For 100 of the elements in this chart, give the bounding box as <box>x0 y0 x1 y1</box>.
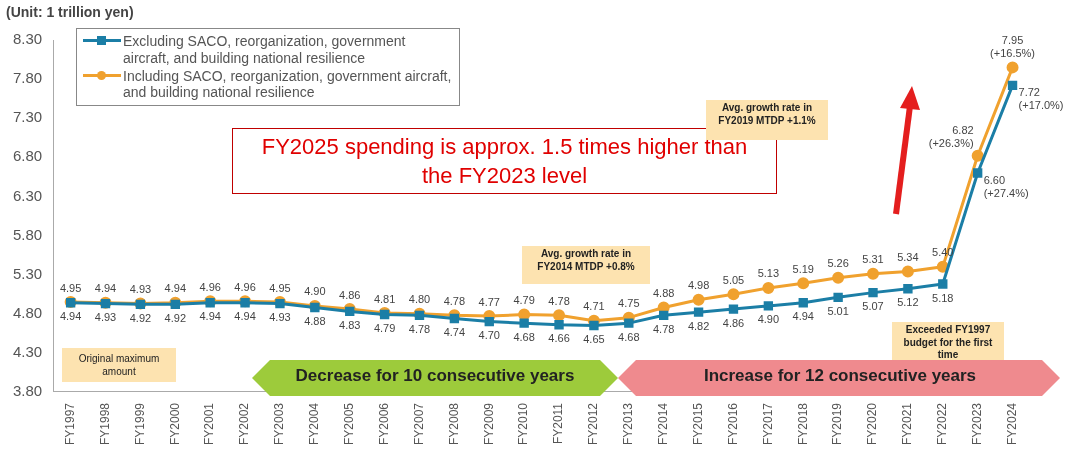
data-label: 4.95 <box>269 281 291 294</box>
x-tick-label: FY2012 <box>586 402 601 445</box>
data-label: 4.79 <box>513 294 535 307</box>
data-label: 4.90 <box>304 285 326 298</box>
data-label: 4.75 <box>618 297 640 310</box>
data-label: 4.96 <box>199 280 221 293</box>
data-label: 4.93 <box>269 311 291 324</box>
y-tick-label: 5.80 <box>12 225 43 243</box>
x-tick-label: FY2019 <box>830 402 845 445</box>
data-label: 4.78 <box>408 322 431 335</box>
data-label: 4.82 <box>687 319 710 332</box>
x-tick-label: FY2004 <box>307 402 322 445</box>
data-label: 4.70 <box>478 329 500 342</box>
x-tick-label: FY2022 <box>935 402 950 445</box>
x-tick-label: FY2005 <box>342 402 357 445</box>
x-tick-label: FY2013 <box>621 402 636 445</box>
data-label: 4.94 <box>59 310 82 323</box>
y-tick-label: 6.30 <box>12 186 43 204</box>
annotation: Increase for 12 consecutive years <box>702 366 978 386</box>
data-label: 6.82 (+26.3%) <box>928 124 974 150</box>
data-label: 5.34 <box>897 251 919 264</box>
x-tick-label: FY2006 <box>376 402 391 445</box>
data-label: 4.77 <box>478 295 500 308</box>
data-label: 4.81 <box>373 292 396 305</box>
data-label: 5.13 <box>757 267 780 280</box>
x-tick-label: FY2008 <box>446 402 461 445</box>
data-label: 5.18 <box>932 291 954 304</box>
x-tick-label: FY2009 <box>481 402 496 445</box>
data-label: 4.79 <box>373 322 396 335</box>
data-label: 5.07 <box>862 300 884 313</box>
data-label: 5.26 <box>827 257 849 270</box>
x-tick-label: FY2023 <box>969 402 984 445</box>
data-label: 4.65 <box>583 333 605 346</box>
data-label: 4.95 <box>59 281 82 294</box>
data-label: 4.68 <box>513 330 535 343</box>
data-label: 4.93 <box>129 283 152 296</box>
x-tick-label: FY2010 <box>516 402 531 445</box>
y-tick-label: 3.80 <box>12 382 43 400</box>
data-label: 4.71 <box>583 300 605 313</box>
annotation: Avg. growth rate in FY2019 MTDP +1.1% <box>718 102 816 126</box>
text: (Unit: 1 trillion yen) <box>6 4 134 20</box>
data-label: 4.96 <box>234 280 256 293</box>
data-label: 4.92 <box>164 311 187 324</box>
data-label: 4.88 <box>304 315 326 328</box>
x-tick-label: FY2014 <box>656 402 671 445</box>
data-label: 4.94 <box>164 282 187 295</box>
data-label: 4.94 <box>199 310 221 323</box>
data-label: 4.94 <box>234 310 256 323</box>
data-label: 5.05 <box>722 273 745 286</box>
data-label: 4.98 <box>687 279 710 292</box>
y-tick-label: 4.80 <box>12 303 43 321</box>
data-label: 5.31 <box>862 253 884 266</box>
data-label: 4.93 <box>94 311 117 324</box>
y-tick-label: 4.30 <box>12 343 43 360</box>
annotation: FY2025 spending is approx. 1.5 times higher than the FY2023 level <box>232 128 777 194</box>
x-tick-label: FY2024 <box>1004 402 1019 445</box>
x-tick-label: FY2007 <box>411 402 426 445</box>
x-tick-label: FY1997 <box>62 402 77 445</box>
x-tick-label: FY2018 <box>795 402 810 445</box>
y-tick-label: 5.30 <box>12 264 43 282</box>
data-label: 4.66 <box>548 332 570 345</box>
x-tick-label: FY2011 <box>551 402 566 445</box>
x-tick-label: FY2001 <box>202 402 217 445</box>
x-tick-label: FY2000 <box>167 402 182 445</box>
x-tick-label: FY2020 <box>865 402 880 445</box>
x-tick-label: FY1998 <box>97 402 112 445</box>
data-label: 4.83 <box>339 318 361 331</box>
y-tick-label: 7.80 <box>12 69 43 87</box>
x-tick-label: FY1999 <box>132 402 147 445</box>
data-label: 4.88 <box>652 287 675 300</box>
x-tick-label: FY2017 <box>760 402 775 445</box>
data-label: 4.78 <box>652 322 675 335</box>
x-tick-label: FY2003 <box>272 402 287 445</box>
data-label: 4.78 <box>548 294 570 307</box>
data-label: 4.94 <box>94 282 117 295</box>
data-label: 4.90 <box>757 313 780 326</box>
data-label: 4.80 <box>408 293 431 306</box>
x-tick-label: FY2021 <box>900 402 915 445</box>
data-label: 4.94 <box>792 310 814 323</box>
data-label: 5.01 <box>827 304 849 317</box>
data-label: 4.74 <box>443 325 466 338</box>
x-tick-label: FY2015 <box>690 402 705 445</box>
data-label: 4.92 <box>129 311 152 324</box>
data-label: 4.86 <box>722 316 745 329</box>
data-label: 4.78 <box>443 294 466 307</box>
data-label: 5.19 <box>792 262 814 275</box>
y-tick-label: 7.30 <box>12 108 43 126</box>
x-tick-label: FY2016 <box>725 402 740 445</box>
data-label: 5.12 <box>897 296 919 309</box>
data-label: 7.95 (+16.5%) <box>990 33 1036 59</box>
data-label: 6.60 (+27.4%) <box>983 174 1029 199</box>
annotation: Decrease for 10 consecutive years <box>294 366 576 386</box>
legend-label: Excluding SACO, reorganization, government aircraft, and building national resilience <box>123 33 407 67</box>
data-label: 4.68 <box>618 330 640 343</box>
data-label: 7.72 (+17.0%) <box>1018 86 1064 112</box>
data-label: 4.86 <box>339 288 361 301</box>
x-tick-label: FY2002 <box>237 402 252 445</box>
legend-label: Including SACO, reorganization, government aircraft, and building national resilience <box>123 67 453 102</box>
y-tick-label: 6.80 <box>12 147 43 165</box>
y-tick-label: 8.30 <box>12 30 43 48</box>
